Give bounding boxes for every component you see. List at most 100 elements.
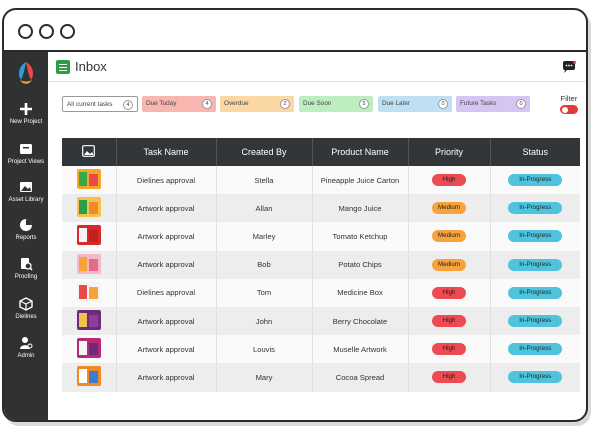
tab-label: Overdue (224, 100, 249, 107)
tab-label: All current tasks (67, 101, 113, 108)
proofing-icon (21, 258, 33, 271)
thumbnail-cell (62, 363, 117, 392)
priority-badge: Medium (432, 258, 466, 271)
tab-due-later[interactable]: Due Later 0 (378, 96, 452, 112)
sidebar-item-label: Asset Library (8, 197, 44, 203)
app-window: New Project Project Views Asset Library … (2, 8, 588, 422)
page-title: Inbox (75, 59, 107, 74)
product-name-cell: Tomato Ketchup (312, 222, 409, 251)
window-control-maximize[interactable] (60, 24, 75, 39)
column-header-product-name[interactable]: Product Name (312, 138, 409, 166)
status-cell: In-Progress (490, 306, 580, 336)
product-name-cell: Medicine Box (312, 278, 409, 307)
priority-badge: Medium (432, 230, 466, 243)
column-header-priority[interactable]: Priority (408, 138, 491, 166)
tab-all-current-tasks[interactable]: All current tasks 4 (62, 96, 138, 112)
product-thumbnail[interactable] (76, 225, 101, 246)
filter-toggle[interactable] (560, 105, 578, 114)
priority-cell: High (408, 166, 491, 195)
tab-label: Due Today (146, 100, 177, 107)
tab-count-badge: 2 (280, 99, 290, 109)
task-name-cell: Dielines approval (116, 166, 217, 195)
task-name-cell: Artwork approval (116, 306, 217, 336)
status-badge: In-Progress (508, 258, 563, 271)
title-bar (4, 10, 586, 52)
sidebar-item-dielines[interactable]: Dielines (4, 297, 48, 320)
sidebar-item-reports[interactable]: Reports (4, 218, 48, 241)
product-thumbnail[interactable] (76, 366, 101, 387)
pie-chart-icon (20, 219, 32, 231)
column-header-created-by[interactable]: Created By (216, 138, 313, 166)
task-name-cell: Artwork approval (116, 363, 217, 392)
sidebar-item-label: Project Views (7, 159, 45, 165)
task-name-cell: Artwork approval (116, 250, 217, 279)
column-header-status[interactable]: Status (490, 138, 580, 166)
tab-count-badge: 0 (516, 99, 526, 109)
priority-cell: Medium (408, 250, 491, 279)
product-thumbnail[interactable] (76, 338, 101, 359)
sidebar-item-asset-library[interactable]: Asset Library (4, 180, 48, 203)
main-content: Inbox All current tasks 4 Due Today 4 Ov… (48, 52, 586, 420)
task-name-cell: Artwork approval (116, 194, 217, 223)
created-by-cell: Bob (216, 250, 313, 279)
status-cell: In-Progress (490, 194, 580, 223)
page-header: Inbox (48, 52, 586, 82)
status-cell: In-Progress (490, 166, 580, 195)
tab-due-soon[interactable]: Due Soon 5 (299, 96, 373, 112)
priority-badge: High (432, 286, 466, 299)
thumbnail-cell (62, 250, 117, 279)
priority-cell: High (408, 306, 491, 336)
created-by-cell: Mary (216, 363, 313, 392)
sidebar-item-admin[interactable]: Admin (4, 336, 48, 359)
sidebar-item-new-project[interactable]: New Project (4, 102, 48, 125)
task-name-cell: Artwork approval (116, 335, 217, 364)
table-row[interactable]: Artwork approval Bob Potato Chips Medium In-… (62, 250, 580, 279)
table-row[interactable]: Artwork approval Mary Cocoa Spread High In-P… (62, 363, 580, 392)
chat-notification-icon[interactable] (562, 61, 576, 73)
priority-cell: High (408, 363, 491, 392)
window-control-close[interactable] (18, 24, 33, 39)
priority-cell: Medium (408, 194, 491, 223)
product-name-cell: Muselle Artwork (312, 335, 409, 364)
sidebar-item-label: Dielines (15, 314, 37, 320)
window-control-minimize[interactable] (39, 24, 54, 39)
priority-badge: Medium (432, 202, 466, 215)
table-row[interactable]: Artwork approval Allan Mango Juice Medium In… (62, 194, 580, 223)
tab-count-badge: 4 (123, 100, 133, 110)
plus-icon (20, 103, 32, 115)
sidebar-item-project-views[interactable]: Project Views (4, 142, 48, 165)
created-by-cell: Marley (216, 222, 313, 251)
product-thumbnail[interactable] (76, 310, 101, 331)
tab-overdue[interactable]: Overdue 2 (220, 96, 294, 112)
priority-badge: High (432, 343, 466, 356)
product-thumbnail[interactable] (76, 169, 101, 190)
priority-badge: High (432, 315, 466, 328)
task-filter-tabs: All current tasks 4 Due Today 4 Overdue … (62, 96, 532, 112)
product-thumbnail[interactable] (76, 253, 101, 274)
tab-due-today[interactable]: Due Today 4 (142, 96, 216, 112)
image-icon (20, 182, 32, 192)
sidebar-item-label: New Project (9, 119, 43, 125)
table-row[interactable]: Dielines approval Tom Medicine Box High In-P… (62, 278, 580, 307)
status-badge: In-Progress (508, 174, 563, 187)
task-name-cell: Dielines approval (116, 278, 217, 307)
product-thumbnail[interactable] (76, 281, 101, 302)
box-icon (19, 297, 33, 311)
filter-label: Filter (560, 94, 578, 103)
table-row[interactable]: Dielines approval Stella Pineapple Juice C… (62, 166, 580, 195)
status-cell: In-Progress (490, 250, 580, 279)
created-by-cell: Allan (216, 194, 313, 223)
table-row[interactable]: Artwork approval Louvis Muselle Artwork Hig… (62, 335, 580, 364)
image-icon (82, 145, 96, 157)
column-header-task-name[interactable]: Task Name (116, 138, 217, 166)
table-row[interactable]: Artwork approval John Berry Chocolate High I… (62, 306, 580, 336)
status-badge: In-Progress (508, 230, 563, 243)
product-name-cell: Cocoa Spread (312, 363, 409, 392)
table-row[interactable]: Artwork approval Marley Tomato Ketchup Medi… (62, 222, 580, 251)
thumbnail-column-header (62, 138, 117, 166)
product-thumbnail[interactable] (76, 197, 101, 218)
thumbnail-cell (62, 306, 117, 336)
sidebar-item-proofing[interactable]: Proofing (4, 257, 48, 280)
product-name-cell: Pineapple Juice Carton (312, 166, 409, 195)
tab-future-tasks[interactable]: Future Tasks 0 (456, 96, 530, 112)
